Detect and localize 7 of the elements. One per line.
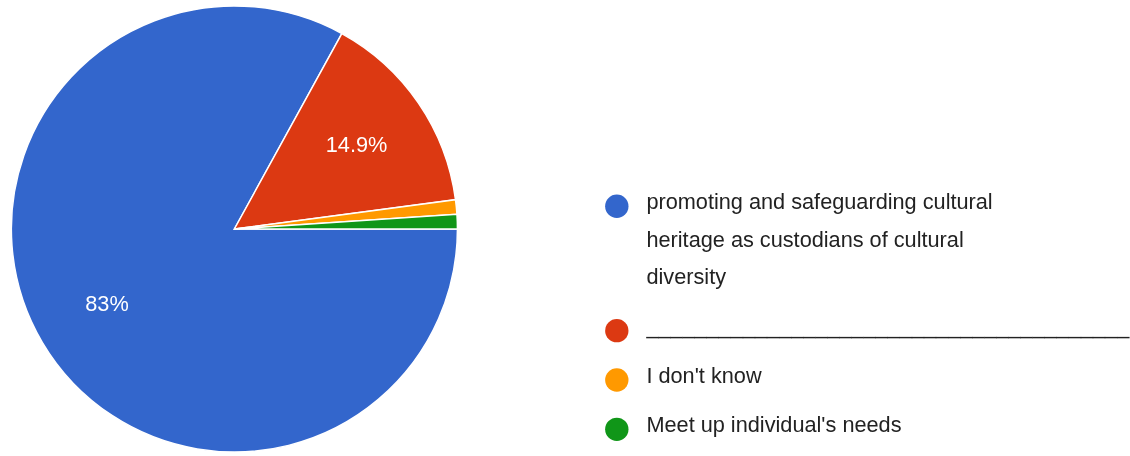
legend-label: ________________________________________ <box>645 313 1130 339</box>
data-label: 83% <box>85 291 129 317</box>
legend-label: promoting and safeguarding cultural heritage as custodians of cultural diversity <box>646 189 993 290</box>
legend-label: Meet up individual's needs <box>646 412 902 438</box>
pie-slice <box>10 5 459 453</box>
legend-label: I don't know <box>646 362 762 388</box>
data-label: 14.9% <box>325 132 388 158</box>
